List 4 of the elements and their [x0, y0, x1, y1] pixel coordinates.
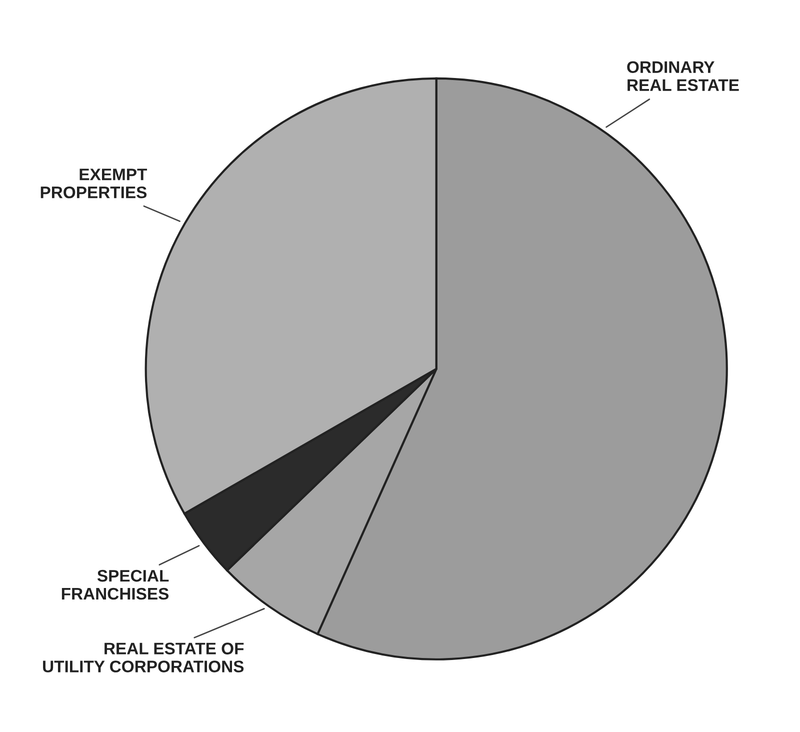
- slice-label: ORDINARY REAL ESTATE: [627, 61, 739, 91]
- slice-label: EXEMPT PROPERTIES: [40, 168, 148, 198]
- slice-label: SPECIAL FRANCHISES: [62, 570, 169, 600]
- slice-label: REAL ESTATE OF UTILITY CORPORATIONS: [43, 642, 244, 672]
